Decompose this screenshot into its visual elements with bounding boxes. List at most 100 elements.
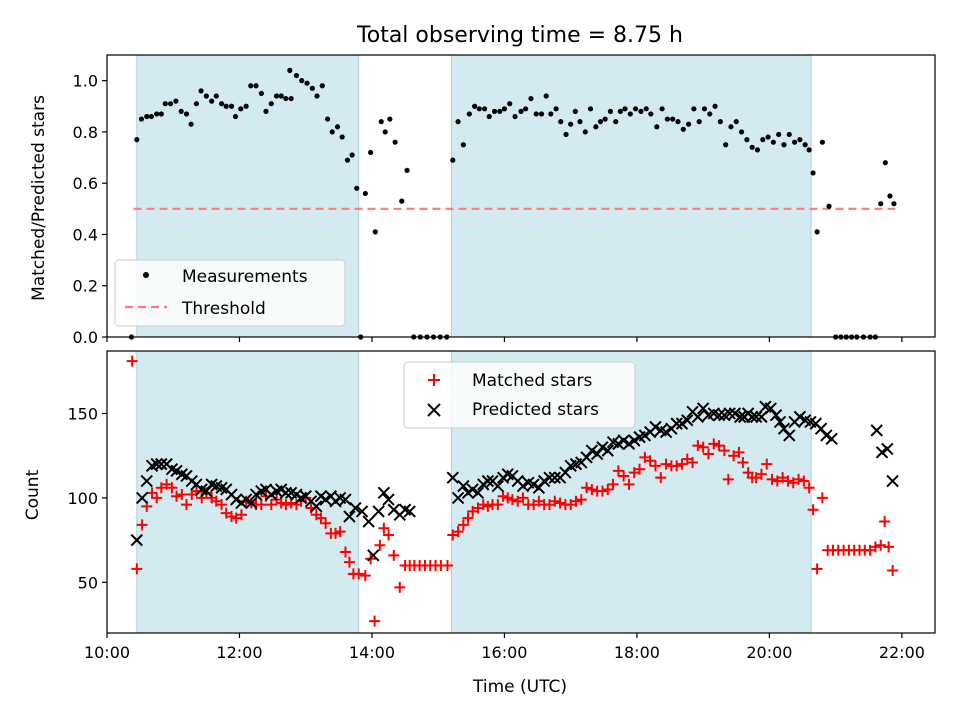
matched-point (676, 458, 688, 470)
bottom-ytick-label: 150 (67, 404, 98, 423)
matched-point (554, 497, 566, 509)
measurement-point (528, 95, 534, 102)
matched-point (692, 440, 704, 452)
matched-point (151, 492, 163, 504)
measurement-point (797, 137, 803, 143)
measurement-point (507, 101, 513, 107)
measurement-point (382, 129, 388, 135)
matched-point (126, 355, 138, 367)
matched-point (452, 526, 464, 538)
measurement-point (617, 108, 623, 114)
measurement-point (597, 119, 604, 125)
predicted-point (355, 505, 369, 518)
measurement-point (154, 111, 160, 117)
matched-point (612, 465, 624, 477)
legend-top: Measurements Threshold (114, 259, 346, 327)
predicted-point (245, 496, 258, 510)
legend-matched-marker (428, 374, 440, 386)
matched-point (378, 522, 390, 534)
matched-point (586, 483, 598, 495)
measurement-point (882, 160, 888, 166)
matched-point (811, 563, 823, 575)
measurement-point (460, 142, 466, 148)
matched-point (255, 499, 267, 511)
predicted-point (696, 402, 710, 415)
predicted-point (814, 422, 828, 435)
matched-point (506, 494, 518, 506)
predicted-point (601, 444, 614, 457)
top-ytick-label: 0.6 (73, 174, 98, 193)
measurement-point (329, 129, 335, 135)
legend-bottom: Matched stars Predicted stars (403, 361, 636, 429)
legend-predicted-label: Predicted stars (472, 400, 599, 420)
measurement-point (543, 93, 549, 99)
measurement-point (349, 152, 355, 158)
predicted-point (155, 457, 168, 471)
measurement-point (602, 116, 608, 122)
measurement-point (268, 101, 274, 107)
matched-point (697, 441, 709, 453)
measurement-point (497, 108, 503, 114)
measurement-point (183, 111, 190, 117)
measurement-point (167, 101, 174, 107)
matched-point (883, 541, 895, 553)
matched-point (492, 499, 504, 511)
measurement-point (632, 106, 639, 112)
matched-point (766, 473, 778, 485)
matched-point (339, 546, 351, 558)
matched-point (649, 460, 661, 472)
measurement-point (203, 93, 209, 99)
measurement-point (178, 108, 184, 114)
matched-point (383, 529, 395, 541)
measurement-point (486, 113, 492, 120)
measurement-point (138, 116, 145, 122)
matched-point (807, 504, 819, 516)
matched-point (671, 460, 683, 472)
measurement-point (339, 134, 345, 140)
matched-point (457, 519, 469, 531)
measurement-point (148, 113, 154, 120)
predicted-point (403, 505, 416, 518)
top-ytick-label: 0.8 (73, 123, 98, 142)
matched-point (618, 470, 630, 482)
predicted-point (870, 424, 883, 437)
measurement-point (786, 131, 792, 138)
matched-point (353, 568, 365, 580)
measurement-point (334, 124, 341, 130)
measurement-point (776, 131, 782, 138)
matched-point (216, 499, 228, 511)
measurement-point (162, 101, 168, 107)
bottom-ytick-label: 50 (78, 573, 98, 592)
measurement-point (577, 119, 583, 125)
predicted-point (481, 474, 495, 488)
matched-point (737, 456, 749, 468)
predicted-point (681, 414, 694, 427)
measurement-point (696, 119, 702, 125)
matched-point (374, 539, 386, 551)
measurement-point (278, 93, 284, 99)
measurement-point (372, 229, 378, 235)
bottom-ylabel: Count (23, 469, 43, 520)
predicted-point (451, 491, 465, 505)
matched-point (596, 485, 608, 497)
measurement-point (563, 131, 569, 138)
predicted-point (382, 493, 395, 506)
measurement-point (501, 106, 508, 112)
matched-point (708, 438, 720, 450)
measurement-point (238, 106, 244, 112)
predicted-point (580, 451, 593, 464)
matched-point (623, 478, 635, 490)
matched-point (334, 526, 346, 538)
measurement-point (891, 201, 897, 207)
predicted-point (749, 410, 763, 424)
measurement-point (450, 157, 456, 163)
measurement-point (392, 139, 398, 145)
predicted-point (691, 410, 705, 424)
matched-point (581, 482, 593, 494)
predicted-point (471, 486, 485, 500)
predicted-point (777, 422, 791, 435)
measurement-point (173, 98, 179, 104)
measurement-point (399, 198, 405, 204)
predicted-point (310, 500, 323, 513)
matched-point (549, 495, 561, 507)
